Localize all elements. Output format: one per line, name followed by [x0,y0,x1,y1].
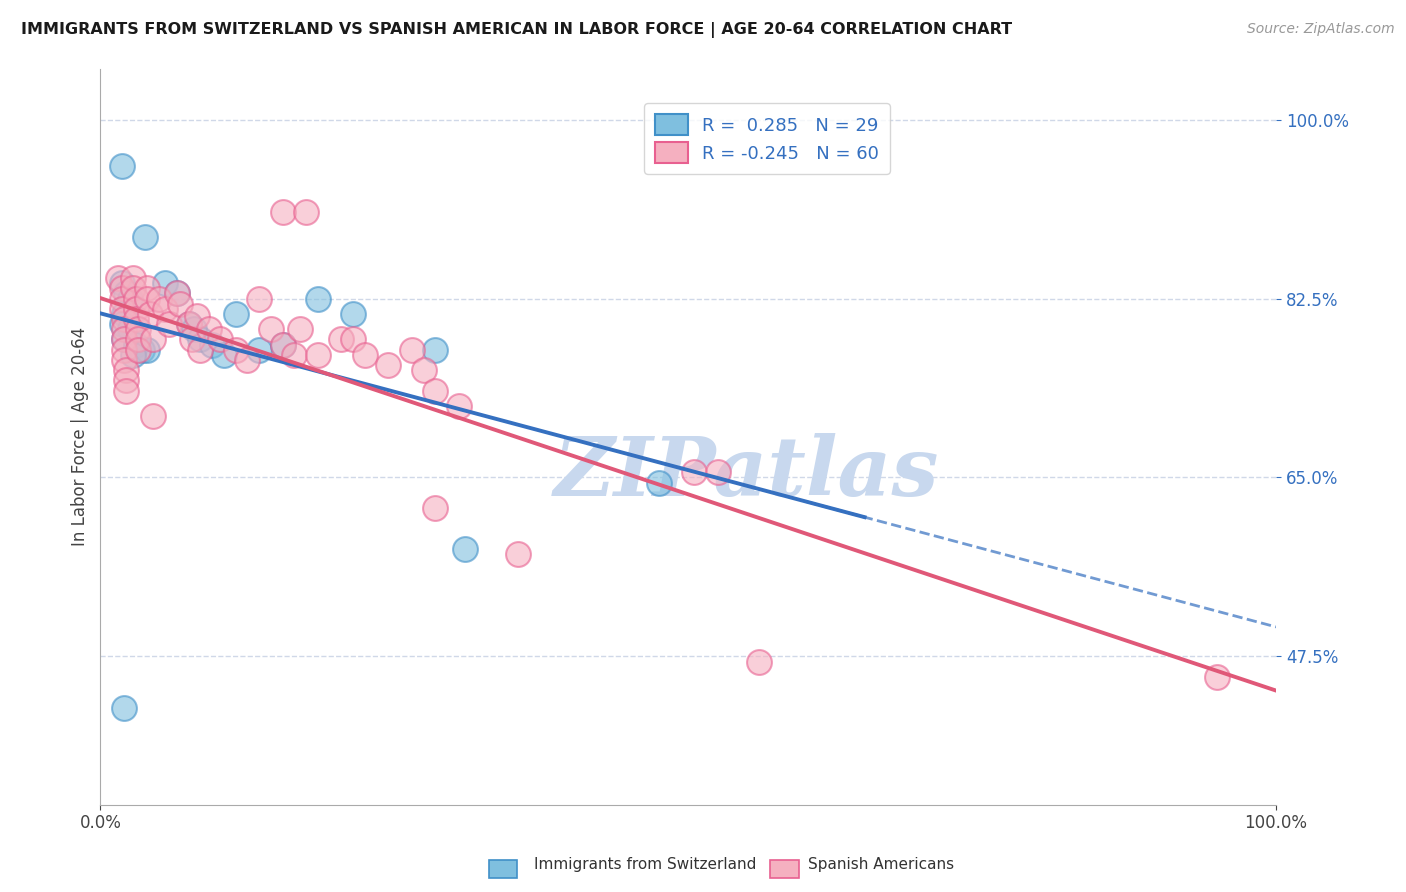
Point [236,352,259,367]
Point [188,333,211,347]
Point [127,343,149,357]
Point [142,333,165,347]
Point [122,271,145,285]
Point [247,343,270,357]
Point [425,343,447,357]
Point [1206,670,1229,684]
Point [107,271,129,285]
Point [748,655,770,669]
Point [354,348,377,362]
Point [110,281,132,295]
Point [127,322,149,336]
Point [177,317,200,331]
Point [112,333,135,347]
Point [131,343,153,357]
Point [447,399,470,413]
Point [307,348,329,362]
Point [454,542,477,557]
Point [110,317,132,331]
Point [201,337,224,351]
Point [115,384,138,398]
Point [122,348,145,362]
Point [122,281,145,295]
Point [134,230,156,244]
Point [166,286,188,301]
Text: Spanish Americans: Spanish Americans [808,857,955,872]
Point [177,317,200,331]
Text: ZIPatlas: ZIPatlas [554,434,939,514]
Point [136,292,159,306]
Point [112,312,135,326]
Point [260,322,283,336]
Point [197,322,219,336]
Point [112,307,135,321]
Point [425,384,447,398]
Point [648,475,671,490]
Point [110,159,132,173]
Point [186,309,208,323]
Point [124,312,146,326]
Point [271,337,294,351]
Point [166,286,188,301]
Point [209,333,232,347]
Point [307,292,329,306]
Point [683,466,706,480]
Point [112,333,135,347]
Point [225,343,247,357]
Point [271,204,294,219]
Point [136,343,159,357]
Point [181,333,204,347]
Point [110,292,132,306]
Point [142,409,165,424]
Point [112,343,135,357]
Point [401,343,423,357]
Legend: R =  0.285   N = 29, R = -0.245   N = 60: R = 0.285 N = 29, R = -0.245 N = 60 [644,103,890,174]
Point [124,292,146,306]
Point [153,277,176,291]
Point [330,333,353,347]
Point [295,204,318,219]
Point [110,277,132,291]
Point [115,363,138,377]
Y-axis label: In Labor Force | Age 20-64: In Labor Force | Age 20-64 [72,327,89,546]
Point [342,307,364,321]
Point [342,333,364,347]
Point [115,286,138,301]
Point [271,337,294,351]
Point [112,700,135,714]
Text: IMMIGRANTS FROM SWITZERLAND VS SPANISH AMERICAN IN LABOR FORCE | AGE 20-64 CORRE: IMMIGRANTS FROM SWITZERLAND VS SPANISH A… [21,22,1012,38]
Point [290,322,312,336]
Point [412,363,434,377]
Point [138,307,160,321]
Point [112,352,135,367]
Point [183,322,205,336]
Point [118,322,141,336]
Point [127,333,149,347]
Point [225,307,247,321]
Point [283,348,305,362]
Point [112,322,135,336]
Point [506,547,529,561]
Text: Immigrants from Switzerland: Immigrants from Switzerland [534,857,756,872]
Point [212,348,235,362]
Point [136,281,159,295]
Point [110,301,132,316]
Point [115,373,138,387]
Point [706,466,728,480]
Point [153,301,176,316]
Point [118,292,141,306]
Point [188,343,211,357]
Point [148,292,170,306]
Point [377,358,399,372]
Point [157,317,180,331]
Text: Source: ZipAtlas.com: Source: ZipAtlas.com [1247,22,1395,37]
Point [124,337,146,351]
Point [169,296,191,310]
Point [247,292,270,306]
Point [124,301,146,316]
Point [425,501,447,516]
